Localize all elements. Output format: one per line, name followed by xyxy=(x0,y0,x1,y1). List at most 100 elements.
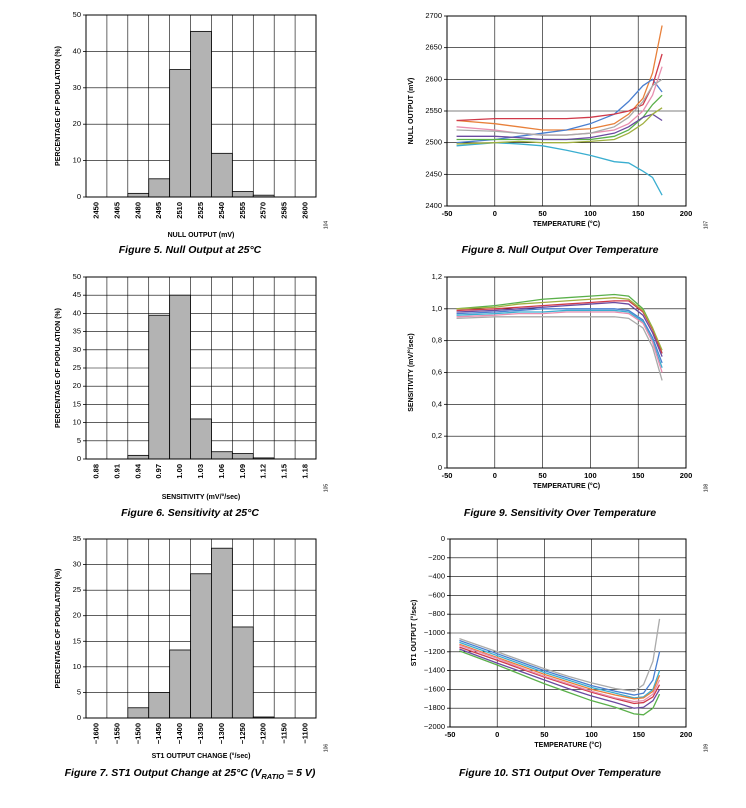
y-axis-title: PERCENTAGE OF POPULATION (%) xyxy=(55,46,62,166)
plot-frame xyxy=(85,538,317,719)
y-tick-label: 20 xyxy=(73,611,81,620)
bar xyxy=(231,191,254,198)
y-tick-label: 2650 xyxy=(425,43,442,52)
x-tick-label: 1.09 xyxy=(238,464,247,479)
x-tick-label: 2510 xyxy=(175,202,184,219)
y-axis-title: SENSITIVITY (mV/°/sec) xyxy=(407,333,415,412)
series-line xyxy=(459,639,661,696)
x-tick-label: 1.18 xyxy=(301,464,310,479)
y-tick-label: 30 xyxy=(73,345,81,354)
bar xyxy=(211,451,233,460)
caption-part: Figure 7. ST1 Output Change at 25°C (V xyxy=(65,767,263,779)
series-line xyxy=(456,25,663,131)
series-line xyxy=(456,316,663,381)
x-tick-label: 1.12 xyxy=(259,464,268,479)
bar xyxy=(127,454,150,460)
x-tick-label: -50 xyxy=(445,730,456,739)
figure-caption: Figure 6. Sensitivity at 25°C xyxy=(121,507,259,519)
bar xyxy=(190,30,212,198)
x-tick-label: 0 xyxy=(493,209,497,218)
x-tick-label: 0.91 xyxy=(112,464,121,479)
series-line xyxy=(459,648,661,709)
x-tick-label: 2540 xyxy=(217,202,226,219)
y-tick-label: 10 xyxy=(73,156,81,165)
bar xyxy=(231,453,254,460)
x-tick-label: 50 xyxy=(540,730,548,739)
series-line xyxy=(459,641,661,699)
y-tick-label: 30 xyxy=(73,560,81,569)
series-line xyxy=(456,311,663,373)
figure-code: 106 xyxy=(323,744,329,753)
y-tick-label: −200 xyxy=(428,553,445,562)
y-axis-title: PERCENTAGE OF POPULATION (%) xyxy=(55,308,62,428)
bar xyxy=(127,192,150,198)
bar xyxy=(148,178,171,198)
x-tick-label: 100 xyxy=(585,730,598,739)
x-tick-label: 150 xyxy=(632,209,645,218)
series-line xyxy=(456,297,663,351)
x-tick-label: 2585 xyxy=(280,202,289,219)
y-tick-label: 20 xyxy=(73,119,81,128)
y-tick-label: 2450 xyxy=(425,169,442,178)
x-tick-label: 2570 xyxy=(259,202,268,219)
x-tick-label: 50 xyxy=(538,209,546,218)
y-tick-label: 2600 xyxy=(425,74,442,83)
y-tick-label: −1000 xyxy=(424,628,445,637)
y-tick-label: −1200 xyxy=(424,647,445,656)
x-axis-title: TEMPERATURE (°C) xyxy=(533,220,600,228)
x-tick-label: 150 xyxy=(632,471,645,480)
caption-part: RATIO xyxy=(261,772,284,781)
y-tick-label: −1800 xyxy=(424,703,445,712)
y-tick-label: 50 xyxy=(73,10,81,19)
x-axis-title: TEMPERATURE (°C) xyxy=(534,741,601,749)
x-tick-label: 2495 xyxy=(154,202,163,219)
y-tick-label: 2400 xyxy=(425,201,442,210)
y-tick-label: 15 xyxy=(73,636,81,645)
y-tick-label: 1,2 xyxy=(432,272,442,281)
y-tick-label: 5 xyxy=(77,687,81,696)
series-line xyxy=(456,113,663,141)
x-tick-label: 0 xyxy=(493,471,497,480)
figure-code: 104 xyxy=(323,221,329,230)
series-line xyxy=(456,142,663,196)
x-tick-label: -50 xyxy=(442,209,453,218)
plot-frame xyxy=(446,15,687,207)
y-tick-label: −1600 xyxy=(424,684,445,693)
series-line xyxy=(459,618,661,692)
series-line xyxy=(459,644,661,703)
y-tick-label: 0 xyxy=(77,192,81,201)
figure-caption: Figure 8. Null Output Over Temperature xyxy=(462,244,659,256)
x-axis-title: SENSITIVITY (mV/°/sec) xyxy=(162,493,241,501)
x-tick-label: −1200 xyxy=(259,723,268,744)
x-axis-title: NULL OUTPUT (mV) xyxy=(168,232,235,239)
y-tick-label: 5 xyxy=(77,436,81,445)
x-tick-label: −1150 xyxy=(280,723,289,744)
x-tick-label: −1500 xyxy=(133,723,142,744)
y-tick-label: 10 xyxy=(73,662,81,671)
figure-caption: Figure 5. Null Output at 25°C xyxy=(119,244,262,256)
x-tick-label: −1400 xyxy=(175,723,184,744)
bar xyxy=(190,418,212,460)
figure-code: 107 xyxy=(703,221,709,230)
x-tick-label: 2600 xyxy=(301,202,310,219)
series-line xyxy=(456,78,663,136)
series-line xyxy=(459,650,661,716)
bar xyxy=(169,69,191,198)
x-tick-label: 100 xyxy=(584,209,597,218)
y-tick-label: 0,2 xyxy=(432,431,442,440)
y-tick-label: 0 xyxy=(441,534,445,543)
x-tick-label: 0 xyxy=(495,730,499,739)
y-tick-label: 40 xyxy=(73,46,81,55)
bar xyxy=(148,692,171,719)
figure-code: 105 xyxy=(323,484,329,493)
figure-code: 109 xyxy=(703,744,709,753)
x-tick-label: −1350 xyxy=(196,723,205,744)
caption-part: = 5 V) xyxy=(284,767,316,779)
plot-frame xyxy=(85,14,317,198)
y-tick-label: 1,0 xyxy=(432,304,442,313)
bar xyxy=(127,707,150,719)
y-tick-label: 2700 xyxy=(425,11,442,20)
y-tick-label: −1400 xyxy=(424,666,445,675)
x-axis-title: TEMPERATURE (°C) xyxy=(533,482,600,490)
